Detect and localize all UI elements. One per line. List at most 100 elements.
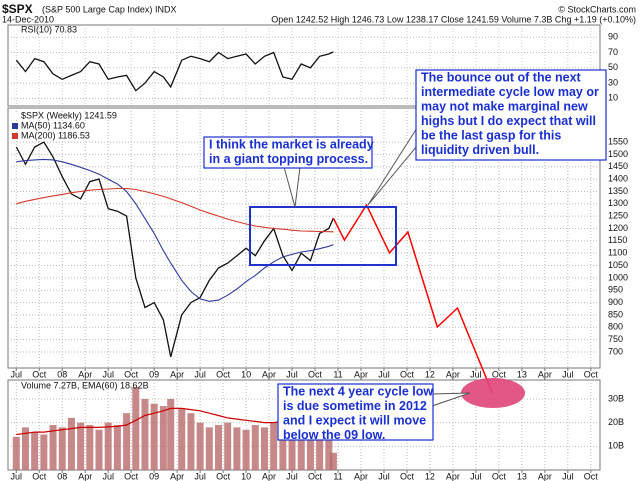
x-tick-label: Apr	[538, 471, 552, 481]
y-tick-label: 90	[608, 32, 618, 42]
x-tick-label: Oct	[124, 369, 139, 379]
x-tick-label: Apr	[170, 369, 184, 379]
x-tick-label: 13	[517, 369, 527, 379]
note-box	[415, 69, 607, 161]
y-tick-label: 30	[608, 77, 618, 87]
y-tick-label: 1550	[608, 136, 628, 146]
x-tick-label: Apr	[78, 369, 92, 379]
volume-bar	[132, 387, 140, 470]
volume-bar	[316, 427, 324, 470]
legend-swatch	[12, 133, 18, 139]
volume-bar	[150, 403, 158, 470]
y-tick-label: 1100	[608, 248, 627, 258]
volume-bar	[196, 422, 204, 470]
volume-bar	[205, 427, 213, 470]
series-line	[15, 141, 334, 358]
x-tick-label: 09	[149, 471, 159, 481]
y-tick-label: 50	[608, 62, 618, 72]
x-tick-label: Jul	[286, 369, 298, 379]
x-tick-label: Jul	[11, 369, 23, 379]
volume-bar	[233, 427, 241, 470]
volume-bar	[288, 417, 296, 470]
volume-bar	[224, 422, 232, 470]
y-tick-label: 30B	[608, 393, 624, 403]
note-text: The next 4 year cycle low	[283, 384, 433, 398]
x-tick-label: 11	[333, 369, 342, 379]
symbol: $SPX	[2, 2, 33, 16]
volume-bar	[215, 425, 223, 470]
volume-bar	[297, 429, 305, 470]
volume-bar	[187, 413, 195, 470]
series-line	[15, 51, 334, 92]
note-text: liquidity driven bull.	[421, 143, 539, 157]
x-tick-label: Apr	[170, 471, 184, 481]
x-tick-label: Apr	[354, 369, 368, 379]
x-tick-label: Apr	[354, 471, 368, 481]
volume-bar	[159, 406, 167, 470]
y-tick-label: 1250	[608, 211, 628, 221]
x-tick-label: Jul	[562, 369, 574, 379]
x-tick-label: 09	[149, 369, 159, 379]
x-tick-label: Oct	[584, 369, 599, 379]
projection-line	[332, 203, 494, 394]
x-tick-label: Apr	[538, 369, 552, 379]
x-tick-label: Oct	[216, 369, 231, 379]
volume-bar	[325, 429, 333, 470]
x-tick-label: Apr	[78, 471, 92, 481]
y-tick-label: 950	[608, 285, 623, 295]
x-tick-label: Oct	[124, 471, 139, 481]
x-tick-label: Oct	[32, 471, 47, 481]
note-text: and I expect it will move	[283, 413, 426, 427]
volume-bar	[270, 422, 278, 470]
y-tick-label: 800	[608, 322, 623, 332]
target-ellipse	[461, 378, 525, 408]
x-tick-label: Jul	[11, 471, 23, 481]
x-tick-label: Jul	[470, 471, 482, 481]
volume-bar	[49, 425, 57, 470]
y-tick-label: 20B	[608, 417, 624, 427]
x-tick-label: Jul	[194, 369, 206, 379]
y-tick-label: 1400	[608, 173, 628, 183]
x-tick-label: Oct	[492, 369, 507, 379]
volume-bar	[12, 436, 20, 470]
x-tick-label: 13	[517, 471, 527, 481]
note-text: I think the market is already	[209, 137, 374, 151]
note-box	[277, 383, 434, 441]
y-tick-label: 700	[608, 346, 623, 356]
x-tick-label: Oct	[32, 369, 47, 379]
x-tick-label: Jul	[378, 369, 390, 379]
note-text: The bounce out of the next	[421, 70, 582, 84]
range-box	[249, 206, 397, 266]
index-name: (S&P 500 Large Cap Index)	[42, 4, 152, 14]
legend-label: MA(50) 1134.60	[21, 120, 85, 130]
x-tick-label: 10	[241, 471, 251, 481]
x-tick-label: Apr	[446, 369, 460, 379]
note-text: below the 09 low.	[283, 428, 385, 442]
series-line	[16, 187, 334, 233]
x-tick-label: Oct	[584, 471, 599, 481]
note-text: in a giant topping process.	[209, 152, 368, 166]
x-tick-label: Jul	[378, 471, 390, 481]
x-tick-label: Apr	[446, 471, 460, 481]
x-tick-label: 10	[241, 369, 251, 379]
legend-label: $SPX (Weekly) 1241.59	[21, 110, 117, 120]
volume-bar	[95, 429, 103, 470]
volume-bar	[141, 398, 149, 470]
x-tick-label: Oct	[400, 471, 415, 481]
volume-bar	[178, 408, 186, 470]
y-tick-label: 70	[608, 47, 618, 57]
x-tick-label: 11	[333, 471, 342, 481]
x-tick-label: Jul	[194, 471, 206, 481]
x-tick-label: Jul	[470, 369, 482, 379]
volume-bar	[31, 432, 39, 470]
y-tick-label: 1150	[608, 235, 627, 245]
y-tick-label: 1500	[608, 149, 628, 159]
quote: Open 1242.52 High 1246.73 Low 1238.17 Cl…	[271, 14, 636, 24]
volume-bar	[123, 413, 131, 470]
volume-bar	[67, 417, 75, 470]
note-text: highs but I do expect that will	[421, 114, 596, 128]
x-tick-label: Jul	[286, 471, 298, 481]
legend-swatch	[12, 27, 18, 33]
x-tick-label: 08	[57, 471, 67, 481]
legend-swatch	[12, 113, 18, 119]
